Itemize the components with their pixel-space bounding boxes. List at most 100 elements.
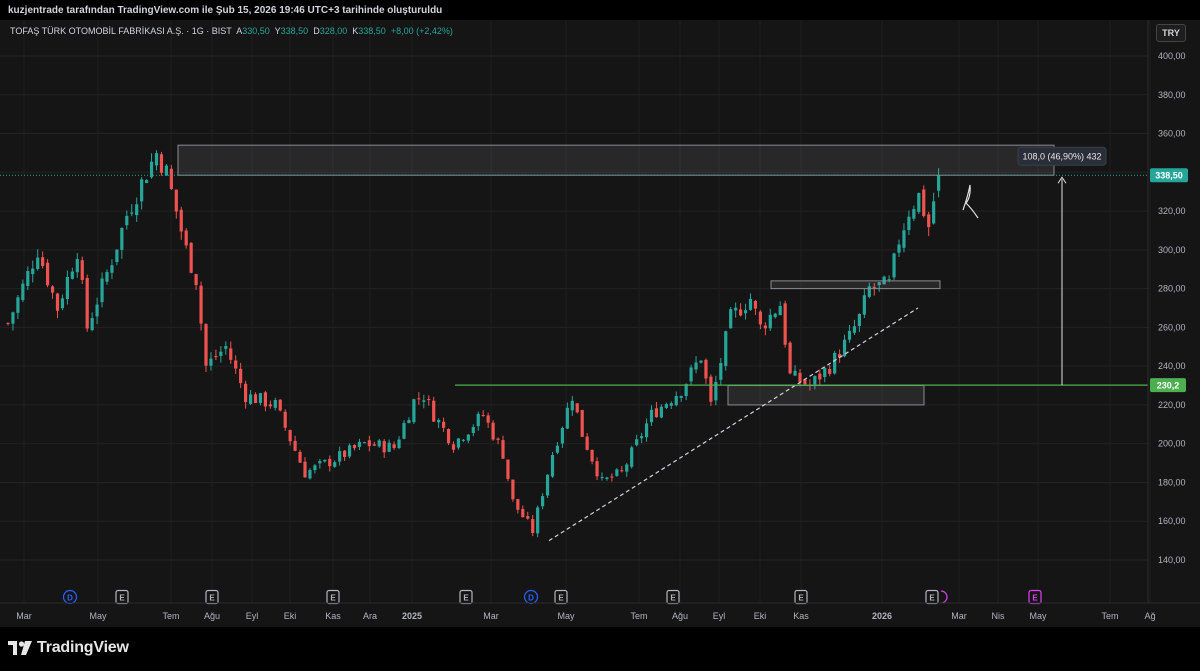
candle-body	[323, 459, 327, 462]
earnings-marker-label: E	[1032, 594, 1038, 603]
upcoming-event-arc	[940, 590, 948, 604]
candle-body	[501, 440, 505, 459]
candle-body	[461, 439, 465, 441]
tradingview-logo-icon	[8, 641, 32, 655]
candle-body	[442, 421, 446, 428]
top-bar: kuzjentrade tarafından TradingView.com i…	[0, 0, 1200, 20]
candle-body	[907, 216, 911, 230]
x-tick-label: Ağu	[204, 611, 220, 621]
candle-body	[788, 342, 792, 374]
candle-body	[560, 428, 564, 444]
candle-body	[877, 282, 881, 286]
candle-body	[917, 192, 921, 212]
trendline[interactable]	[548, 307, 919, 542]
y-tick-label: 140,00	[1158, 555, 1186, 565]
candle-body	[729, 309, 733, 329]
candle-body	[352, 444, 357, 449]
footer-bar: TradingView	[0, 627, 1200, 671]
candle-body	[748, 298, 753, 310]
close-label: K	[352, 26, 359, 36]
low-value: 328,00	[319, 26, 348, 36]
candle-body	[838, 354, 842, 358]
candle-body	[397, 439, 401, 448]
tradingview-logo[interactable]: TradingView	[8, 639, 129, 657]
candle-body	[80, 260, 84, 280]
earnings-marker-label: E	[330, 594, 336, 603]
candle-body	[268, 404, 272, 407]
candle-body	[278, 399, 282, 411]
candle-body	[778, 306, 782, 316]
candle-body	[555, 445, 560, 453]
candle-body	[902, 230, 906, 248]
candle-body	[50, 286, 55, 293]
x-tick-label: Eki	[754, 611, 767, 621]
y-tick-label: 160,00	[1158, 516, 1186, 526]
candle-body	[857, 314, 861, 326]
candle-body	[922, 189, 926, 217]
candle-body	[372, 444, 376, 446]
measure-arrow-head	[1057, 176, 1067, 184]
x-tick-label: Mar	[16, 611, 32, 621]
earnings-marker-label: E	[929, 594, 935, 603]
candle-body	[357, 441, 362, 447]
candle-body	[516, 499, 520, 510]
candle-body	[293, 440, 297, 451]
candle-body	[382, 441, 386, 453]
candle-body	[303, 461, 307, 478]
price-zone-rectangle[interactable]	[770, 280, 941, 290]
candle-body	[620, 470, 624, 472]
scribble-drawing	[962, 184, 979, 219]
candle-body	[273, 399, 277, 408]
candle-body	[867, 286, 871, 297]
open-value: 330,50	[242, 26, 270, 36]
price-zone-rectangle[interactable]	[177, 144, 1055, 176]
candle-body	[709, 376, 713, 402]
x-tick-label: Eyl	[713, 611, 726, 621]
candle-body	[16, 297, 20, 313]
candle-body	[644, 423, 649, 438]
attribution-text: kuzjentrade tarafından TradingView.com i…	[8, 5, 443, 16]
candle-body	[664, 404, 668, 408]
y-tick-label: 280,00	[1158, 284, 1186, 294]
candle-body	[159, 154, 164, 173]
candle-body	[545, 474, 550, 496]
candle-body	[46, 262, 50, 286]
candle-body	[466, 434, 470, 441]
candle-body	[590, 449, 594, 462]
x-tick-label: Kas	[325, 611, 341, 621]
y-tick-label: 180,00	[1158, 477, 1186, 487]
chart-area[interactable]: TOFAŞ TÜRK OTOMOBİL FABRİKASI A.Ş. · 1G …	[0, 20, 1200, 627]
candle-body	[174, 189, 178, 212]
candle-body	[649, 409, 654, 423]
candle-body	[887, 279, 891, 281]
candle-body	[659, 406, 663, 418]
earnings-marker-label: E	[670, 594, 676, 603]
candle-body	[813, 376, 817, 385]
candle-body	[640, 436, 644, 439]
candle-body	[600, 476, 604, 478]
candle-body	[823, 368, 827, 378]
candle-body	[41, 257, 45, 266]
candle-body	[115, 249, 119, 263]
candle-body	[773, 313, 777, 318]
candle-body	[704, 359, 708, 379]
candle-body	[204, 324, 208, 366]
price-chart[interactable]: 400,00380,00360,00340,00320,00300,00280,…	[0, 20, 1200, 627]
candle-body	[229, 348, 233, 360]
y-tick-label: 360,00	[1158, 129, 1186, 139]
candle-body	[456, 438, 461, 448]
candle-body	[847, 330, 852, 340]
candle-body	[872, 286, 876, 288]
candle-body	[11, 312, 15, 324]
x-tick-label: Eyl	[246, 611, 259, 621]
price-zone-rectangle[interactable]	[727, 385, 925, 406]
candle-body	[85, 277, 89, 329]
currency-button[interactable]: TRY	[1156, 24, 1186, 42]
last-price-badge	[1150, 168, 1188, 183]
candle-body	[753, 300, 758, 309]
high-value: 338,50	[280, 26, 309, 36]
symbol-name[interactable]: TOFAŞ TÜRK OTOMOBİL FABRİKASI A.Ş. · 1G …	[10, 26, 232, 36]
candle-body	[432, 400, 436, 422]
earnings-marker-label: E	[463, 594, 469, 603]
candle-body	[164, 165, 168, 176]
